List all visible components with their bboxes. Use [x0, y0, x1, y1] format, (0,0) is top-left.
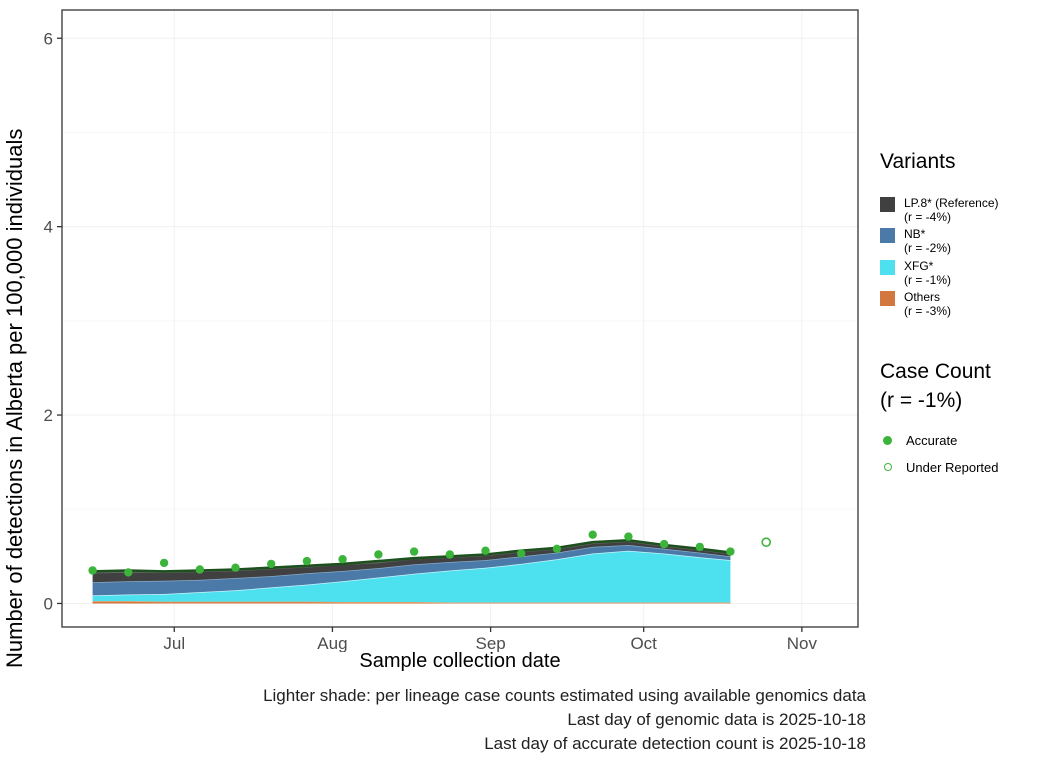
lp8-name: LP.8* (Reference) — [904, 196, 999, 210]
legend-item-xfg: XFG* (r = -1%) — [880, 259, 1054, 287]
accurate-case-point — [588, 530, 597, 539]
caption-line-2: Last day of genomic data is 2025-10-18 — [567, 710, 866, 729]
y-tick-label: 4 — [44, 218, 53, 237]
case-count-growth-rate: (r = -1%) — [880, 388, 963, 412]
accurate-case-point — [88, 566, 97, 575]
x-tick-label: Jul — [163, 634, 185, 652]
nb-name: NB* — [904, 227, 926, 242]
lp8-label: LP.8* (Reference) (r = -4%) — [904, 196, 999, 224]
others-label: Others (r = -3%) — [904, 290, 951, 318]
accurate-case-point — [552, 544, 562, 553]
accurate-case-point — [659, 539, 669, 549]
under-reported-label: Under Reported — [906, 459, 999, 475]
caption: Lighter shade: per lineage case counts e… — [0, 684, 866, 756]
under-reported-dot-wrap — [880, 463, 895, 472]
others-name: Others — [904, 289, 941, 304]
x-tick-label: Aug — [317, 634, 347, 652]
y-tick-label: 6 — [44, 29, 53, 48]
under-reported-case-point — [761, 537, 772, 548]
accurate-case-point — [409, 547, 419, 556]
lp8-swatch-icon — [880, 197, 895, 212]
legend-case-count-title: Case Count (r = -1%) — [880, 358, 1054, 415]
legend-item-under-reported: Under Reported — [880, 460, 1054, 475]
legend-variants-title: Variants — [880, 150, 956, 173]
accurate-case-point — [302, 556, 312, 566]
others-growth-rate: (r = -3%) — [904, 304, 952, 319]
nb-label: NB* (r = -2%) — [904, 227, 951, 255]
caption-line-1: Lighter shade: per lineage case counts e… — [263, 686, 866, 705]
accurate-case-point — [231, 563, 240, 572]
variant-area-lp-8-reference- — [92, 541, 731, 583]
accurate-case-point — [695, 542, 704, 552]
accurate-case-point — [338, 555, 347, 564]
accurate-case-point — [445, 550, 454, 559]
accurate-dot-wrap — [880, 435, 895, 445]
xfg-label: XFG* (r = -1%) — [904, 259, 951, 287]
x-tick-label: Oct — [630, 634, 657, 652]
panel-background — [62, 10, 858, 627]
legend-item-lp8: LP.8* (Reference) (r = -4%) — [880, 196, 1054, 224]
xfg-name: XFG* — [904, 258, 934, 273]
case-count-title-text: Case Count — [880, 360, 991, 384]
nb-swatch-icon — [880, 228, 895, 244]
legend: Variants LP.8* (Reference) (r = -4%) NB*… — [880, 150, 1054, 487]
accurate-case-point — [267, 559, 276, 569]
under-reported-dot-icon — [883, 463, 892, 472]
accurate-label: Accurate — [906, 432, 958, 448]
chart-panel: Jul Aug Sep Oct Nov 0 2 4 6 — [44, 9, 859, 652]
xfg-swatch-icon — [880, 259, 895, 275]
nb-growth-rate: (r = -2%) — [904, 241, 952, 256]
xfg-growth-rate: (r = -1%) — [904, 272, 952, 287]
y-tick-label: 0 — [44, 594, 53, 613]
x-tick-label: Nov — [787, 634, 818, 652]
accurate-case-point — [481, 546, 490, 555]
legend-item-nb: NB* (r = -2%) — [880, 227, 1054, 255]
accurate-case-point — [374, 550, 383, 559]
lp8-growth-rate: (r = -4%) — [904, 210, 952, 225]
accurate-case-point — [195, 565, 204, 574]
legend-item-accurate: Accurate — [880, 433, 1054, 448]
panel-border — [61, 9, 859, 628]
caption-line-3: Last day of accurate detection count is … — [484, 734, 866, 753]
accurate-dot-icon — [883, 435, 892, 445]
accurate-case-point — [124, 568, 133, 577]
legend-item-others: Others (r = -3%) — [880, 290, 1054, 318]
x-axis-label: Sample collection date — [359, 650, 561, 672]
y-tick-label: 2 — [44, 406, 53, 425]
accurate-case-point — [517, 549, 526, 558]
x-tick-label: Sep — [475, 634, 505, 652]
accurate-case-point — [624, 532, 633, 541]
accurate-case-point — [726, 547, 735, 556]
others-swatch-icon — [880, 290, 895, 306]
accurate-case-point — [159, 558, 169, 568]
variant-area-nb- — [92, 545, 731, 596]
